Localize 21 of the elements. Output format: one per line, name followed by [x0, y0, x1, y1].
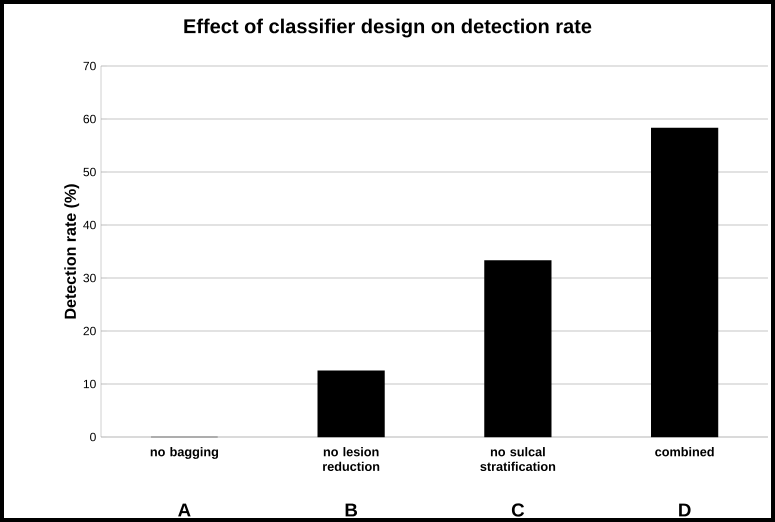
- y-tick-label: 40: [83, 220, 96, 230]
- y-tick-label: 60: [84, 114, 96, 124]
- bar: [484, 260, 552, 438]
- y-axis-title: Detection rate (%): [64, 184, 80, 318]
- y-tick-label: 30: [83, 274, 96, 282]
- text: D: [679, 504, 691, 516]
- chart-title: Effect of classifier design on detection rate: [184, 18, 592, 38]
- text: A: [178, 504, 191, 516]
- y-tick-label: 70: [84, 62, 96, 70]
- y-tick-label: 50: [83, 168, 96, 176]
- y-tick-label: 0: [90, 432, 96, 442]
- text: C: [512, 503, 524, 517]
- x-tick-label: combined: [655, 447, 714, 456]
- text: B: [346, 504, 358, 516]
- bar: [651, 128, 718, 438]
- x-tick-label: no sulcal stratification: [480, 447, 556, 472]
- y-tick-label: 20: [84, 326, 96, 336]
- x-tick-label: no lesion reduction: [323, 447, 380, 472]
- x-tick-label: no bagging: [150, 447, 218, 459]
- bar: [318, 370, 385, 438]
- y-tick-label: 10: [84, 380, 96, 388]
